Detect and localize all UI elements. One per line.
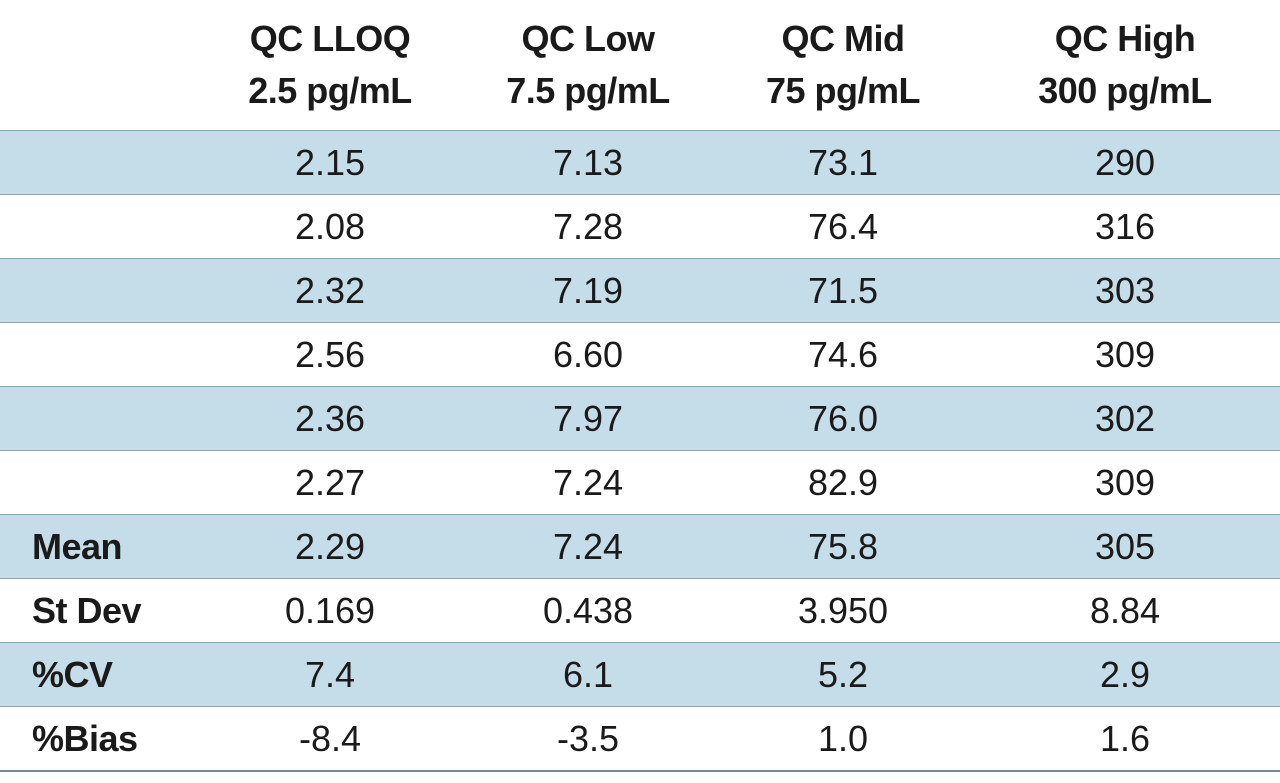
table-cell: 2.15 <box>200 130 460 195</box>
table-row: 2.36 7.97 76.0 302 <box>0 386 1280 451</box>
column-header-concentration: 300 pg/mL <box>1038 70 1212 111</box>
table-cell: 8.84 <box>970 578 1280 643</box>
column-header-name: QC Low <box>521 18 655 59</box>
table-cell: 316 <box>970 194 1280 259</box>
row-label: %CV <box>0 642 200 707</box>
table-cell: 5.2 <box>716 642 970 707</box>
column-header-concentration: 2.5 pg/mL <box>248 70 412 111</box>
table-cell: 0.438 <box>460 578 716 643</box>
header-row: QC LLOQ 2.5 pg/mL QC Low 7.5 pg/mL QC Mi… <box>0 0 1280 131</box>
table-row: 2.56 6.60 74.6 309 <box>0 322 1280 387</box>
table-row: 2.27 7.24 82.9 309 <box>0 450 1280 515</box>
table-cell: 2.32 <box>200 258 460 323</box>
table-row: 2.15 7.13 73.1 290 <box>0 130 1280 195</box>
table-row: St Dev 0.169 0.438 3.950 8.84 <box>0 578 1280 643</box>
table-cell: -8.4 <box>200 706 460 772</box>
row-label <box>0 130 200 195</box>
table-cell: 3.950 <box>716 578 970 643</box>
table-cell: 7.24 <box>460 514 716 579</box>
table-cell: 6.60 <box>460 322 716 387</box>
table-cell: 76.0 <box>716 386 970 451</box>
table-cell: 2.56 <box>200 322 460 387</box>
table-cell: 1.0 <box>716 706 970 772</box>
table-cell: 2.9 <box>970 642 1280 707</box>
table-cell: 2.29 <box>200 514 460 579</box>
table-cell: 1.6 <box>970 706 1280 772</box>
row-label <box>0 258 200 323</box>
column-header-concentration: 75 pg/mL <box>765 70 921 111</box>
table-cell: -3.5 <box>460 706 716 772</box>
header-corner-cell <box>0 0 200 131</box>
table-cell: 74.6 <box>716 322 970 387</box>
column-header-qc-lloq: QC LLOQ 2.5 pg/mL <box>200 0 460 131</box>
table-cell: 7.28 <box>460 194 716 259</box>
table-cell: 75.8 <box>716 514 970 579</box>
table-cell: 290 <box>970 130 1280 195</box>
row-label <box>0 322 200 387</box>
table-cell: 7.24 <box>460 450 716 515</box>
column-header-qc-high: QC High 300 pg/mL <box>970 0 1280 131</box>
table-row: 2.32 7.19 71.5 303 <box>0 258 1280 323</box>
table-row: %CV 7.4 6.1 5.2 2.9 <box>0 642 1280 707</box>
row-label <box>0 386 200 451</box>
table-cell: 2.36 <box>200 386 460 451</box>
column-header-qc-low: QC Low 7.5 pg/mL <box>460 0 716 131</box>
row-label <box>0 194 200 259</box>
table-cell: 305 <box>970 514 1280 579</box>
table-row: %Bias -8.4 -3.5 1.0 1.6 <box>0 706 1280 772</box>
table-cell: 7.97 <box>460 386 716 451</box>
table-cell: 71.5 <box>716 258 970 323</box>
table-header: QC LLOQ 2.5 pg/mL QC Low 7.5 pg/mL QC Mi… <box>0 0 1280 131</box>
table-cell: 302 <box>970 386 1280 451</box>
table-cell: 309 <box>970 322 1280 387</box>
row-label <box>0 450 200 515</box>
table-cell: 2.08 <box>200 194 460 259</box>
column-header-concentration: 7.5 pg/mL <box>506 70 670 111</box>
column-header-name: QC LLOQ <box>249 18 411 59</box>
row-label: Mean <box>0 514 200 579</box>
table-cell: 7.19 <box>460 258 716 323</box>
table-cell: 7.13 <box>460 130 716 195</box>
table-cell: 6.1 <box>460 642 716 707</box>
table-cell: 73.1 <box>716 130 970 195</box>
table-body: 2.15 7.13 73.1 290 2.08 7.28 76.4 316 2.32 7.19 71… <box>0 130 1280 772</box>
table-cell: 82.9 <box>716 450 970 515</box>
row-label: %Bias <box>0 706 200 772</box>
column-header-qc-mid: QC Mid 75 pg/mL <box>716 0 970 131</box>
table-cell: 303 <box>970 258 1280 323</box>
table-cell: 76.4 <box>716 194 970 259</box>
table-cell: 0.169 <box>200 578 460 643</box>
row-label: St Dev <box>0 578 200 643</box>
table-cell: 309 <box>970 450 1280 515</box>
table-row: Mean 2.29 7.24 75.8 305 <box>0 514 1280 579</box>
table-row: 2.08 7.28 76.4 316 <box>0 194 1280 259</box>
column-header-name: QC Mid <box>781 18 905 59</box>
table-cell: 7.4 <box>200 642 460 707</box>
table-cell: 2.27 <box>200 450 460 515</box>
column-header-name: QC High <box>1054 18 1196 59</box>
